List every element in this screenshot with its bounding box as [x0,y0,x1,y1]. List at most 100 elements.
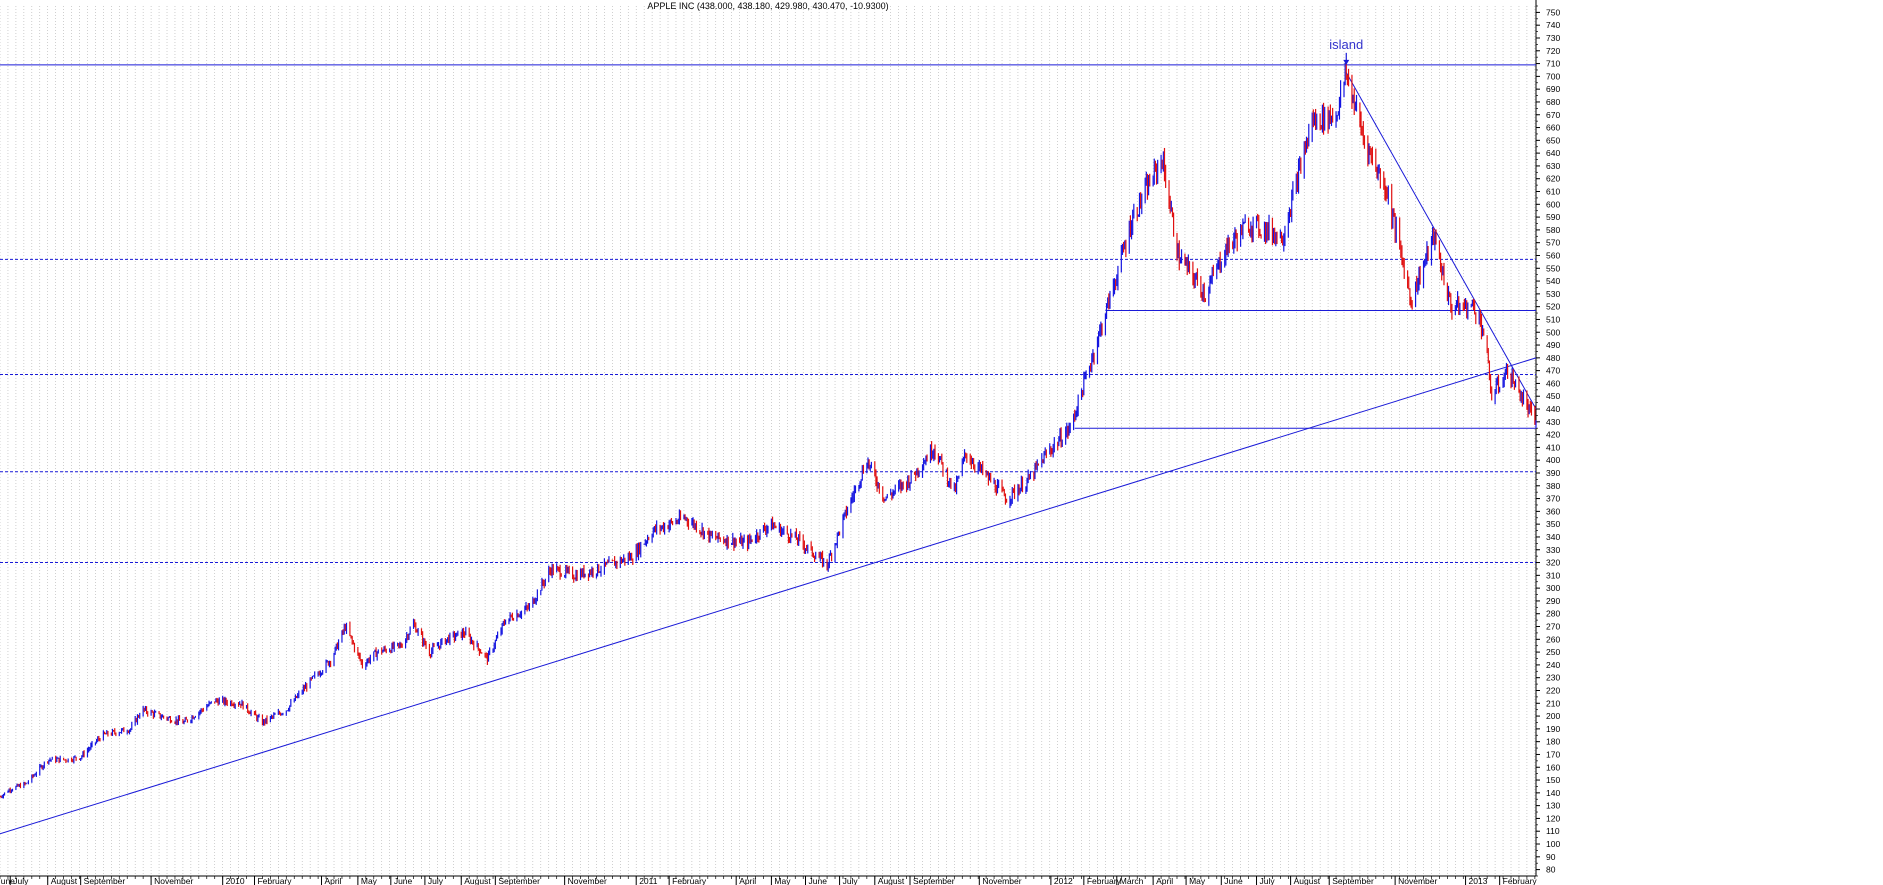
y-tick-label: 460 [1546,378,1560,388]
x-tick-label: May [774,876,791,885]
y-tick-label: 280 [1546,609,1560,619]
x-tick-label: July [843,876,859,885]
y-tick-label: 480 [1546,353,1560,363]
y-tick-label: 440 [1546,404,1560,414]
x-tick-label: July [428,876,444,885]
y-tick-label: 230 [1546,673,1560,683]
y-tick-label: 630 [1546,161,1560,171]
x-tick-label: May [1189,876,1206,885]
x-tick-label: November [1398,876,1437,885]
annotation-label: island [1329,37,1363,52]
y-tick-label: 400 [1546,455,1560,465]
x-tick-label: 2011 [639,876,658,885]
trend-line [1345,72,1537,410]
y-tick-label: 680 [1546,97,1560,107]
y-tick-label: 450 [1546,391,1560,401]
chart-title: APPLE INC (438.000, 438.180, 429.980, 43… [647,1,889,11]
y-tick-label: 210 [1546,698,1560,708]
x-tick-label: September [913,876,955,885]
x-tick-label: August [51,876,78,885]
y-tick-label: 260 [1546,634,1560,644]
x-tick-label: June [1224,876,1243,885]
y-tick-label: 470 [1546,366,1560,376]
y-tick-label: 510 [1546,314,1560,324]
y-tick-label: 530 [1546,289,1560,299]
x-tick-label: August [878,876,905,885]
y-tick-label: 100 [1546,839,1560,849]
x-tick-label: February [1087,876,1122,885]
y-tick-label: 350 [1546,519,1560,529]
x-tick-label: une [1,876,15,885]
x-tick-label: April [739,876,756,885]
y-tick-label: 690 [1546,84,1560,94]
y-tick-label: 150 [1546,775,1560,785]
y-tick-label: 190 [1546,724,1560,734]
y-tick-label: 110 [1546,826,1560,836]
y-tick-label: 220 [1546,685,1560,695]
x-tick-label: November [154,876,193,885]
x-tick-label: June [394,876,413,885]
y-tick-label: 430 [1546,417,1560,427]
y-tick-label: 720 [1546,46,1560,56]
x-tick-label: February [1503,876,1538,885]
y-tick-label: 610 [1546,187,1560,197]
x-tick-label: 2013 [1469,876,1488,885]
y-tick-label: 730 [1546,33,1560,43]
y-tick-label: 700 [1546,71,1560,81]
y-tick-label: 620 [1546,174,1560,184]
x-tick-label: May [361,876,378,885]
x-tick-label: 2010 [226,876,245,885]
y-tick-label: 540 [1546,276,1560,286]
y-tick-label: 390 [1546,468,1560,478]
x-tick-label: November [568,876,607,885]
y-tick-label: 500 [1546,327,1560,337]
x-tick-label: June [808,876,827,885]
y-tick-label: 580 [1546,225,1560,235]
y-tick-label: 420 [1546,430,1560,440]
x-tick-label: 2012 [1054,876,1073,885]
x-tick-label: August [464,876,491,885]
y-tick-label: 660 [1546,123,1560,133]
y-tick-label: 520 [1546,302,1560,312]
y-tick-label: 290 [1546,596,1560,606]
trend-line [0,357,1537,835]
y-tick-label: 570 [1546,238,1560,248]
x-tick-label: August [1294,876,1321,885]
y-tick-label: 270 [1546,622,1560,632]
x-tick-label: April [325,876,342,885]
y-tick-label: 710 [1546,59,1560,69]
y-tick-label: 340 [1546,532,1560,542]
y-tick-label: 320 [1546,558,1560,568]
y-tick-label: 640 [1546,148,1560,158]
x-tick-label: July [1260,876,1276,885]
y-tick-label: 360 [1546,506,1560,516]
x-tick-label: September [498,876,540,885]
y-tick-label: 380 [1546,481,1560,491]
x-tick-label: July [13,876,29,885]
annotation-arrowhead [1343,59,1350,65]
y-tick-label: 160 [1546,762,1560,772]
x-tick-label: February [672,876,707,885]
y-tick-label: 590 [1546,212,1560,222]
y-tick-label: 300 [1546,583,1560,593]
x-tick-label: September [84,876,126,885]
y-tick-label: 650 [1546,135,1560,145]
y-tick-label: 410 [1546,442,1560,452]
y-tick-label: 490 [1546,340,1560,350]
y-tick-label: 170 [1546,749,1560,759]
y-tick-label: 240 [1546,660,1560,670]
y-tick-label: 550 [1546,263,1560,273]
y-tick-label: 370 [1546,494,1560,504]
y-tick-label: 180 [1546,737,1560,747]
y-tick-label: 560 [1546,250,1560,260]
y-tick-label: 140 [1546,788,1560,798]
y-tick-label: 740 [1546,20,1560,30]
y-tick-label: 120 [1546,813,1560,823]
y-tick-label: 90 [1546,852,1556,862]
y-tick-label: 330 [1546,545,1560,555]
y-tick-label: 200 [1546,711,1560,721]
y-tick-label: 600 [1546,199,1560,209]
x-tick-label: February [257,876,292,885]
y-tick-label: 670 [1546,110,1560,120]
y-tick-label: 310 [1546,570,1560,580]
